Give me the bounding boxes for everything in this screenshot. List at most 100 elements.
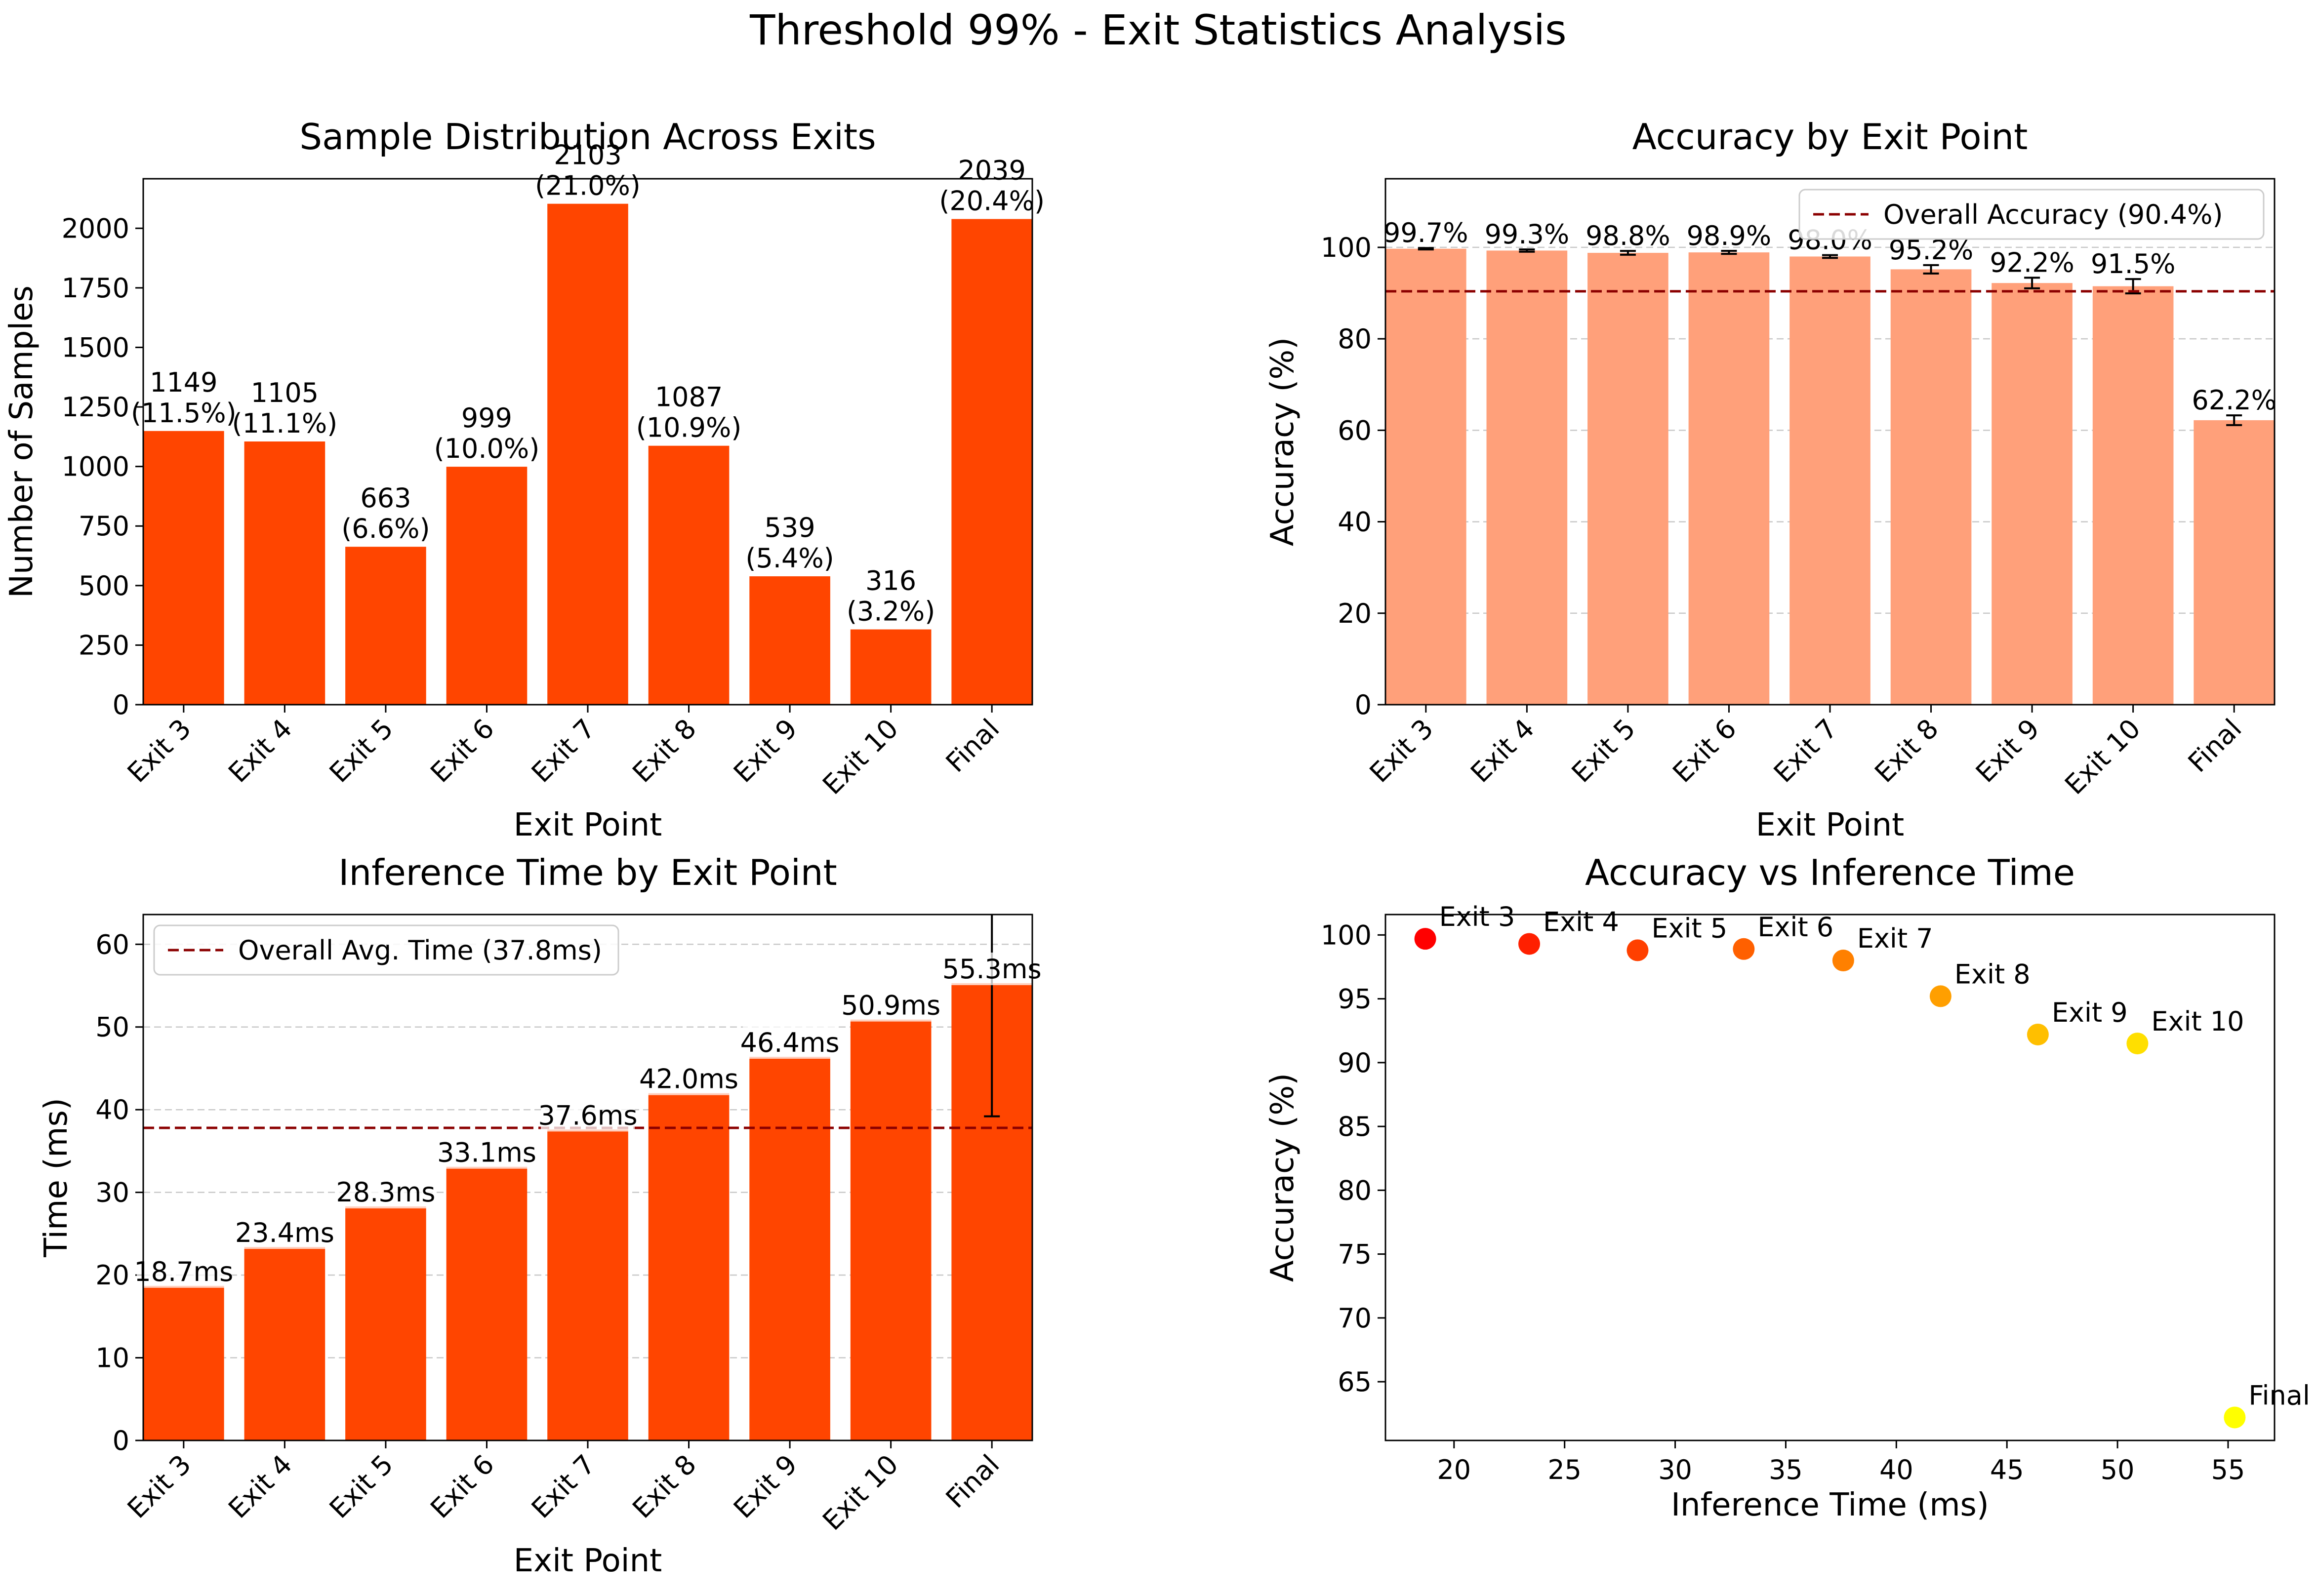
bar (1385, 248, 1466, 705)
panel-title: Inference Time by Exit Point (338, 852, 837, 893)
bar-value-label: 33.1ms (437, 1137, 536, 1168)
x-tick-label: Exit 5 (324, 713, 399, 789)
y-tick-label: 60 (1338, 415, 1372, 446)
y-tick-label: 1250 (62, 392, 129, 423)
figure-title: Threshold 99% - Exit Statistics Analysis (749, 6, 1567, 54)
x-tick-label: Exit 6 (424, 1449, 500, 1524)
bar (648, 1093, 730, 1440)
y-tick-label: 750 (79, 511, 129, 542)
bar (446, 1166, 528, 1440)
y-tick-label: 40 (1338, 507, 1372, 538)
bar (2194, 420, 2275, 705)
bar (1587, 253, 1668, 705)
axes-frame (142, 914, 1033, 1441)
panel-title: Sample Distribution Across Exits (299, 116, 876, 158)
x-tick-label: Exit 5 (1566, 713, 1641, 789)
point-label: Exit 7 (1857, 923, 1933, 954)
x-axis-label: Exit Point (1756, 807, 1904, 843)
bar-value-label: 99.7% (1383, 217, 1468, 248)
label-background (238, 1216, 332, 1249)
bar (951, 219, 1032, 705)
y-tick-label: 100 (1321, 232, 1372, 263)
axes-frame (1384, 914, 2276, 1441)
panel-title: Accuracy vs Inference Time (1585, 852, 2075, 893)
x-tick-label: Exit 10 (816, 713, 904, 801)
y-tick-label: 75 (1338, 1239, 1372, 1270)
bar-value-label: 23.4ms (235, 1217, 334, 1248)
panel-accuracy-vs-time: 65 70 75 80 85 90 95 100 20 25 30 35 40 45 50 55 Exit 3 E… (1264, 852, 2310, 1523)
x-tick-label: Exit 9 (1970, 713, 2045, 789)
bar (143, 1285, 224, 1440)
x-tick-label: Exit 6 (1667, 713, 1742, 789)
y-axis-label: Accuracy (%) (1264, 1073, 1301, 1282)
bar-value-label: 2039 (20.4%) (939, 155, 1045, 217)
panel-sample-distribution: 0 250 500 750 1000 1250 1500 1750 2000 1149 (11.5%… (3, 116, 1045, 843)
x-tick-label: Exit 8 (1869, 713, 1944, 789)
y-tick-label: 250 (79, 630, 129, 661)
bar-value-label: 2103 (21.0%) (535, 140, 641, 201)
label-background (338, 1176, 433, 1209)
x-tick-label: 20 (1437, 1454, 1471, 1485)
bar (1992, 283, 2073, 705)
y-tick-label: 50 (95, 1012, 129, 1043)
legend-label: Overall Avg. Time (37.8ms) (238, 935, 602, 966)
scatter-point (2027, 1023, 2049, 1045)
scatter-point (2224, 1406, 2246, 1429)
legend: Overall Avg. Time (37.8ms) (153, 924, 619, 976)
bar-value-label: 42.0ms (639, 1064, 738, 1095)
x-tick-label: 30 (1658, 1454, 1692, 1485)
point-label: Exit 5 (1651, 913, 1727, 944)
x-tick-label: Exit 3 (1364, 713, 1439, 789)
bar-value-label: 316 (3.2%) (847, 565, 935, 627)
bar-value-label: 1105 (11.1%) (232, 377, 338, 439)
bar (648, 445, 730, 705)
bar-value-label: 18.7ms (134, 1256, 233, 1287)
bar (1486, 250, 1568, 705)
x-axis-label: Exit Point (514, 807, 662, 843)
bar (749, 1057, 830, 1440)
x-tick-label: Exit 4 (222, 1449, 298, 1524)
axes-frame (1384, 178, 2276, 706)
panel-inference-time: 0 10 20 30 40 50 60 18.7ms23.4ms28.3ms33.1ms37.… (38, 852, 1042, 1579)
y-tick-label: 30 (95, 1177, 129, 1208)
x-tick-label: Exit 8 (626, 1449, 702, 1524)
y-tick-label: 65 (1338, 1366, 1372, 1397)
x-tick-label: Exit 3 (122, 1449, 197, 1524)
bar-value-label: 98.8% (1585, 220, 1670, 251)
bar (244, 1247, 325, 1440)
legend-box (1798, 189, 2265, 240)
legend-box (153, 924, 619, 976)
x-tick-label: Exit 6 (424, 713, 500, 789)
x-axis-label: Inference Time (ms) (1671, 1487, 1989, 1523)
label-background (743, 1026, 837, 1059)
point-label: Exit 4 (1543, 906, 1619, 937)
x-tick-label: Exit 8 (626, 713, 702, 789)
x-tick-label: Final (940, 1449, 1006, 1515)
x-tick-label: Exit 7 (1768, 713, 1843, 789)
y-tick-label: 70 (1338, 1303, 1372, 1334)
y-tick-label: 0 (1355, 689, 1372, 720)
point-label: Final (2248, 1380, 2310, 1411)
x-tick-label: Exit 7 (526, 1449, 601, 1524)
bar (446, 467, 528, 705)
bar-value-label: 62.2% (2192, 385, 2276, 416)
scatter-point (1518, 933, 1541, 955)
label-background (136, 1255, 231, 1288)
x-tick-label: 40 (1879, 1454, 1913, 1485)
bar-value-label: 37.6ms (538, 1100, 638, 1131)
x-tick-label: Exit 5 (324, 1449, 399, 1524)
x-tick-label: Exit 9 (728, 713, 803, 789)
y-axis-label: Accuracy (%) (1264, 337, 1301, 546)
bar-value-label: 55.3ms (942, 954, 1042, 985)
bar (244, 441, 325, 705)
bar-value-label: 92.2% (1990, 247, 2074, 278)
scatter-point (1626, 939, 1649, 961)
x-tick-label: Exit 7 (526, 713, 601, 789)
x-tick-label: Exit 9 (728, 1449, 803, 1524)
scatter-point (1733, 938, 1755, 960)
y-tick-label: 80 (1338, 1175, 1372, 1206)
x-tick-label: Exit 10 (2059, 713, 2147, 801)
bar (143, 431, 224, 705)
